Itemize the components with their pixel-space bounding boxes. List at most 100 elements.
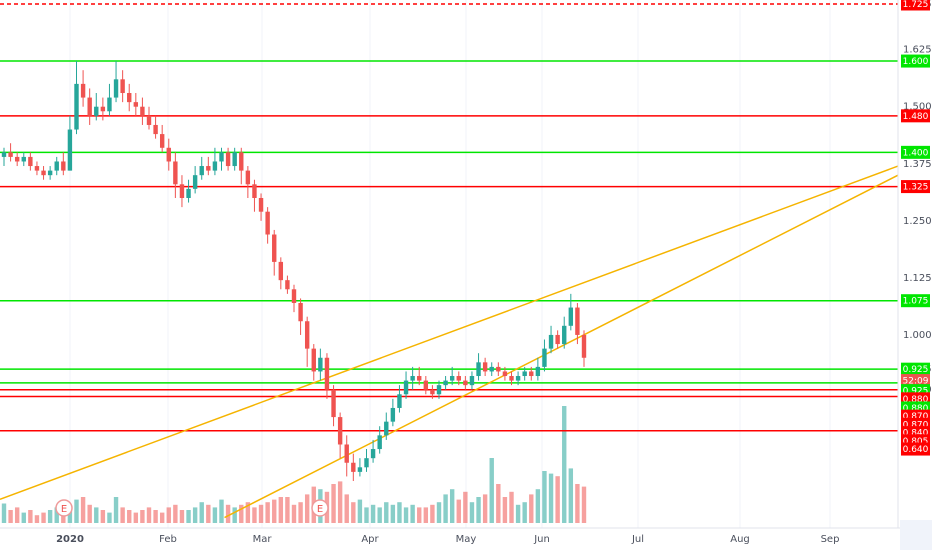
- volume-bar: [159, 512, 165, 523]
- candle-body: [14, 156, 20, 162]
- candle-body: [449, 376, 455, 381]
- time-label: Jul: [631, 534, 644, 545]
- time-label: Mar: [253, 534, 273, 545]
- candle-body: [364, 458, 369, 468]
- volume-bar: [522, 502, 527, 523]
- volume-bar: [232, 507, 237, 523]
- price-tick-label: 1.375: [903, 159, 932, 170]
- candle-body: [272, 234, 277, 262]
- earnings-marker[interactable]: [311, 499, 329, 517]
- candle-body: [430, 389, 435, 395]
- candle-body: [74, 83, 79, 130]
- candle-body: [34, 166, 40, 171]
- price-tag-text: 1.325: [903, 183, 929, 193]
- candle-body: [423, 380, 429, 390]
- candle-body: [120, 79, 125, 94]
- volume-bar: [219, 499, 224, 523]
- volume-bar: [357, 499, 363, 523]
- candle-body: [258, 197, 264, 212]
- volume-bar: [502, 497, 508, 523]
- candle-body: [318, 357, 323, 372]
- candle-body: [225, 152, 231, 167]
- price-tick-label: 1.500: [903, 102, 932, 113]
- candle-body: [47, 170, 53, 176]
- price-tag: [901, 145, 930, 159]
- time-label: Feb: [159, 534, 177, 545]
- candle-body: [469, 376, 475, 386]
- time-label: Apr: [361, 534, 379, 545]
- price-tag: [901, 0, 930, 11]
- earnings-letter: E: [317, 504, 323, 515]
- candle-body: [199, 166, 204, 176]
- candle-body: [127, 93, 132, 103]
- price-tag: [901, 294, 930, 308]
- candle-body: [80, 83, 86, 98]
- volume-bar: [469, 502, 475, 523]
- earnings-letter: E: [61, 504, 67, 515]
- volume-bar: [239, 504, 244, 523]
- volume-bar: [94, 507, 99, 523]
- earnings-marker[interactable]: [55, 499, 73, 517]
- candle-body: [100, 106, 106, 112]
- volume-bar: [364, 507, 369, 523]
- volume-bar: [100, 510, 106, 523]
- volume-bars: [1, 406, 587, 523]
- volume-bar: [377, 507, 382, 523]
- price-tag: [901, 362, 930, 376]
- volume-bar: [403, 507, 409, 523]
- candle-body: [370, 449, 376, 459]
- volume-bar: [61, 515, 66, 523]
- price-tag: [901, 374, 930, 388]
- volume-bar: [397, 502, 402, 523]
- candle-body: [133, 102, 139, 107]
- time-axis[interactable]: 2020 Feb Mar Apr May Jun Jul Aug Sep: [56, 534, 839, 545]
- volume-bar: [423, 507, 429, 523]
- volume-bar: [258, 504, 264, 523]
- time-label: Jun: [533, 534, 550, 545]
- volume-bar: [548, 473, 554, 523]
- candle-body: [357, 467, 363, 472]
- candle-body: [21, 156, 26, 162]
- volume-bar: [8, 510, 13, 523]
- candle-body: [8, 152, 13, 157]
- horizontal-levels: [0, 3, 898, 432]
- volume-bar: [515, 504, 521, 523]
- volume-bar: [436, 502, 442, 523]
- candle-body: [337, 417, 343, 445]
- candle-body: [555, 334, 560, 345]
- volume-bar: [489, 458, 494, 523]
- price-tag-text: 0.870: [903, 420, 929, 430]
- volume-bar: [153, 510, 158, 523]
- candle-body: [351, 462, 356, 472]
- candle-body: [278, 261, 284, 281]
- volume-bar: [87, 504, 92, 523]
- candle-body: [496, 366, 501, 372]
- candle-body: [529, 371, 534, 377]
- price-tag: [901, 109, 930, 123]
- volume-bar: [337, 481, 343, 523]
- candle-body: [140, 106, 145, 116]
- candle-body: [107, 97, 112, 112]
- volume-bar: [417, 507, 422, 523]
- price-tick-label: 1.625: [903, 45, 932, 56]
- volume-bar: [370, 504, 376, 523]
- price-tag-text: 0.870: [903, 412, 929, 422]
- volume-bar: [535, 489, 541, 523]
- volume-bar: [529, 494, 534, 523]
- candle-body: [179, 184, 185, 198]
- volume-bar: [562, 406, 567, 523]
- candle-body: [232, 152, 237, 167]
- candle-body: [463, 380, 468, 386]
- candle-body: [285, 280, 290, 290]
- candle-body: [159, 134, 165, 148]
- candle-body: [542, 348, 547, 367]
- candle-body: [384, 421, 389, 436]
- price-tag-text: 0.880: [903, 395, 929, 405]
- volume-bar: [456, 499, 461, 523]
- candle-body: [535, 366, 541, 377]
- candle-body: [291, 289, 297, 303]
- candle-body: [298, 302, 303, 322]
- volume-bar: [430, 504, 435, 523]
